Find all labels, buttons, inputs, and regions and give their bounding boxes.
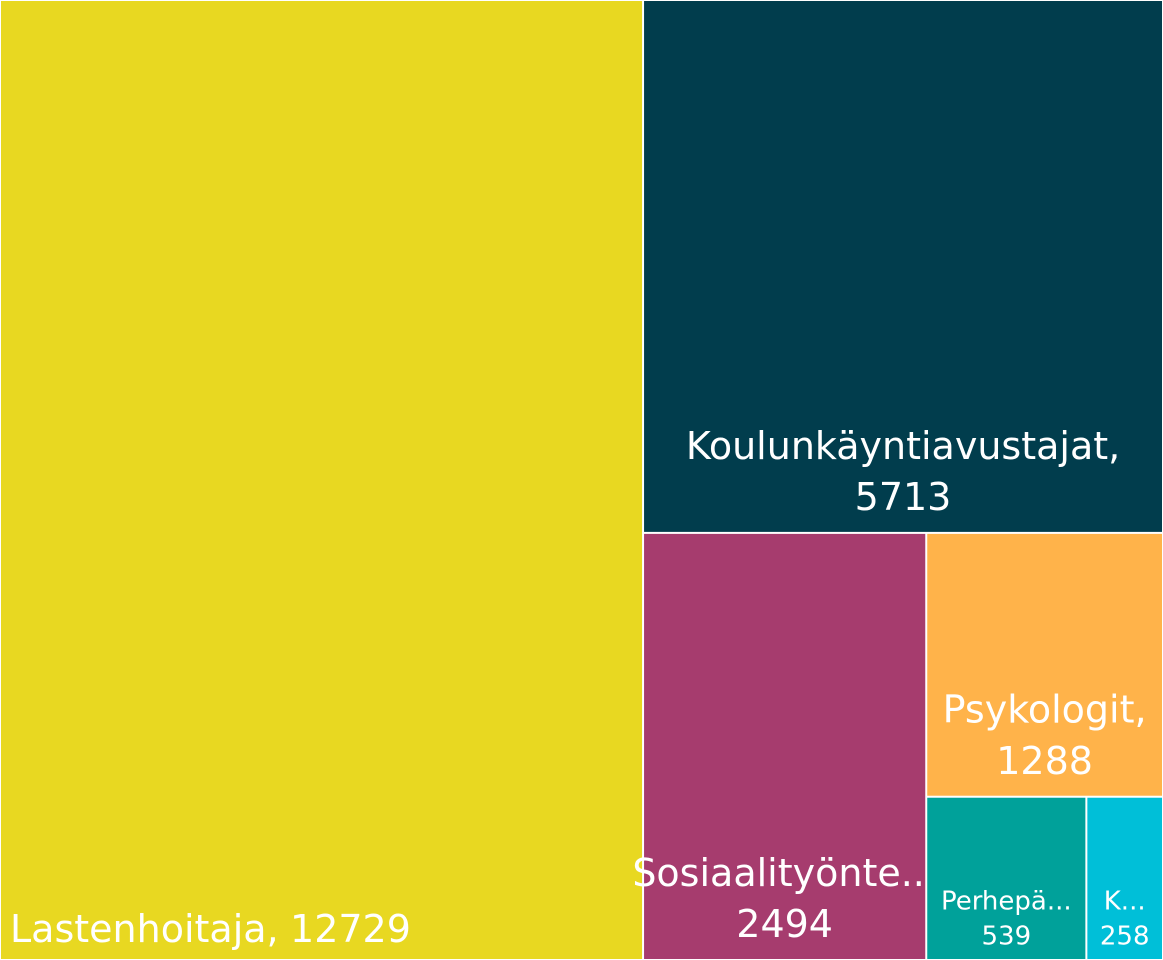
tile-category: Perhepä...	[941, 886, 1072, 916]
tile-category: Lastenhoitaja,	[10, 907, 279, 951]
tile-value: 539	[981, 921, 1031, 951]
treemap-tile	[1087, 797, 1162, 959]
tile-value: 258	[1100, 921, 1150, 951]
tile-value: 1288	[996, 739, 1093, 783]
treemap-tile	[927, 533, 1162, 796]
treemap-tile	[927, 797, 1086, 959]
tile-category: Koulunkäyntiavustajat,	[686, 424, 1120, 468]
tile-category: Psykologit,	[943, 688, 1147, 732]
treemap-tile	[1, 1, 643, 959]
tile-category: Sosiaalityönte...	[632, 851, 937, 895]
tile-value: 12729	[290, 907, 411, 951]
treemap-tile	[644, 1, 1162, 532]
tile-value: 2494	[736, 902, 833, 946]
tile-value: 5713	[855, 475, 952, 519]
tile-label: Lastenhoitaja, 12729	[10, 907, 411, 951]
treemap-tile	[644, 533, 926, 959]
tile-category: K...	[1104, 886, 1146, 916]
